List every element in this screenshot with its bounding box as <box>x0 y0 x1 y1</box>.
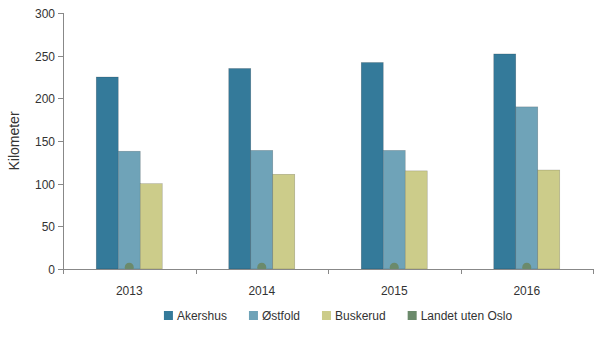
x-tick-label: 2015 <box>381 284 408 298</box>
chart: 0 50 100 150 200 250 300 Kilometer 2013 2014 2015 2… <box>0 0 600 338</box>
y-tick-label: 150 <box>35 135 55 149</box>
x-tick <box>593 269 594 274</box>
bar <box>383 150 405 269</box>
bar <box>273 174 295 269</box>
bar <box>538 170 560 269</box>
x-tick-label: 2016 <box>513 284 540 298</box>
y-tick <box>58 141 63 142</box>
bar <box>516 107 538 269</box>
y-tick-label: 50 <box>42 220 56 234</box>
legend-item: Akershus <box>164 309 227 323</box>
y-tick <box>58 56 63 57</box>
legend: Akershus Østfold Buskerud Landet uten Oslo <box>164 309 512 323</box>
point <box>390 263 399 269</box>
bar <box>229 68 251 269</box>
y-tick <box>58 269 63 270</box>
y-tick <box>58 226 63 227</box>
legend-swatch <box>164 311 173 320</box>
y-tick-label: 250 <box>35 50 55 64</box>
y-tick-label: 100 <box>35 178 55 192</box>
legend-swatch <box>408 311 417 320</box>
bar <box>361 62 383 269</box>
point <box>257 263 266 269</box>
y-axis-label: Kilometer <box>6 111 22 170</box>
y-tick-label: 200 <box>35 92 55 106</box>
legend-item: Landet uten Oslo <box>408 309 513 323</box>
y-tick <box>58 184 63 185</box>
legend-label: Østfold <box>262 309 300 323</box>
y-axis <box>63 13 64 269</box>
x-tick <box>461 269 462 274</box>
legend-swatch <box>322 311 331 320</box>
legend-label: Landet uten Oslo <box>421 309 513 323</box>
legend-swatch <box>249 311 258 320</box>
x-tick <box>328 269 329 274</box>
bar <box>96 77 118 269</box>
bar <box>118 151 140 269</box>
x-tick-label: 2013 <box>116 284 143 298</box>
point <box>125 263 134 269</box>
y-tick-label: 0 <box>48 263 55 277</box>
x-tick-label: 2014 <box>248 284 275 298</box>
y-tick-label: 300 <box>35 7 55 21</box>
bar <box>140 184 162 269</box>
bar <box>494 54 516 269</box>
legend-label: Akershus <box>177 309 227 323</box>
plot-area <box>96 54 560 269</box>
x-tick <box>196 269 197 274</box>
legend-item: Buskerud <box>322 309 386 323</box>
point <box>522 263 531 269</box>
legend-item: Østfold <box>249 309 300 323</box>
y-tick <box>58 98 63 99</box>
legend-label: Buskerud <box>335 309 386 323</box>
bar <box>405 171 427 269</box>
y-tick <box>58 13 63 14</box>
x-tick <box>63 269 64 274</box>
bar <box>251 150 273 269</box>
